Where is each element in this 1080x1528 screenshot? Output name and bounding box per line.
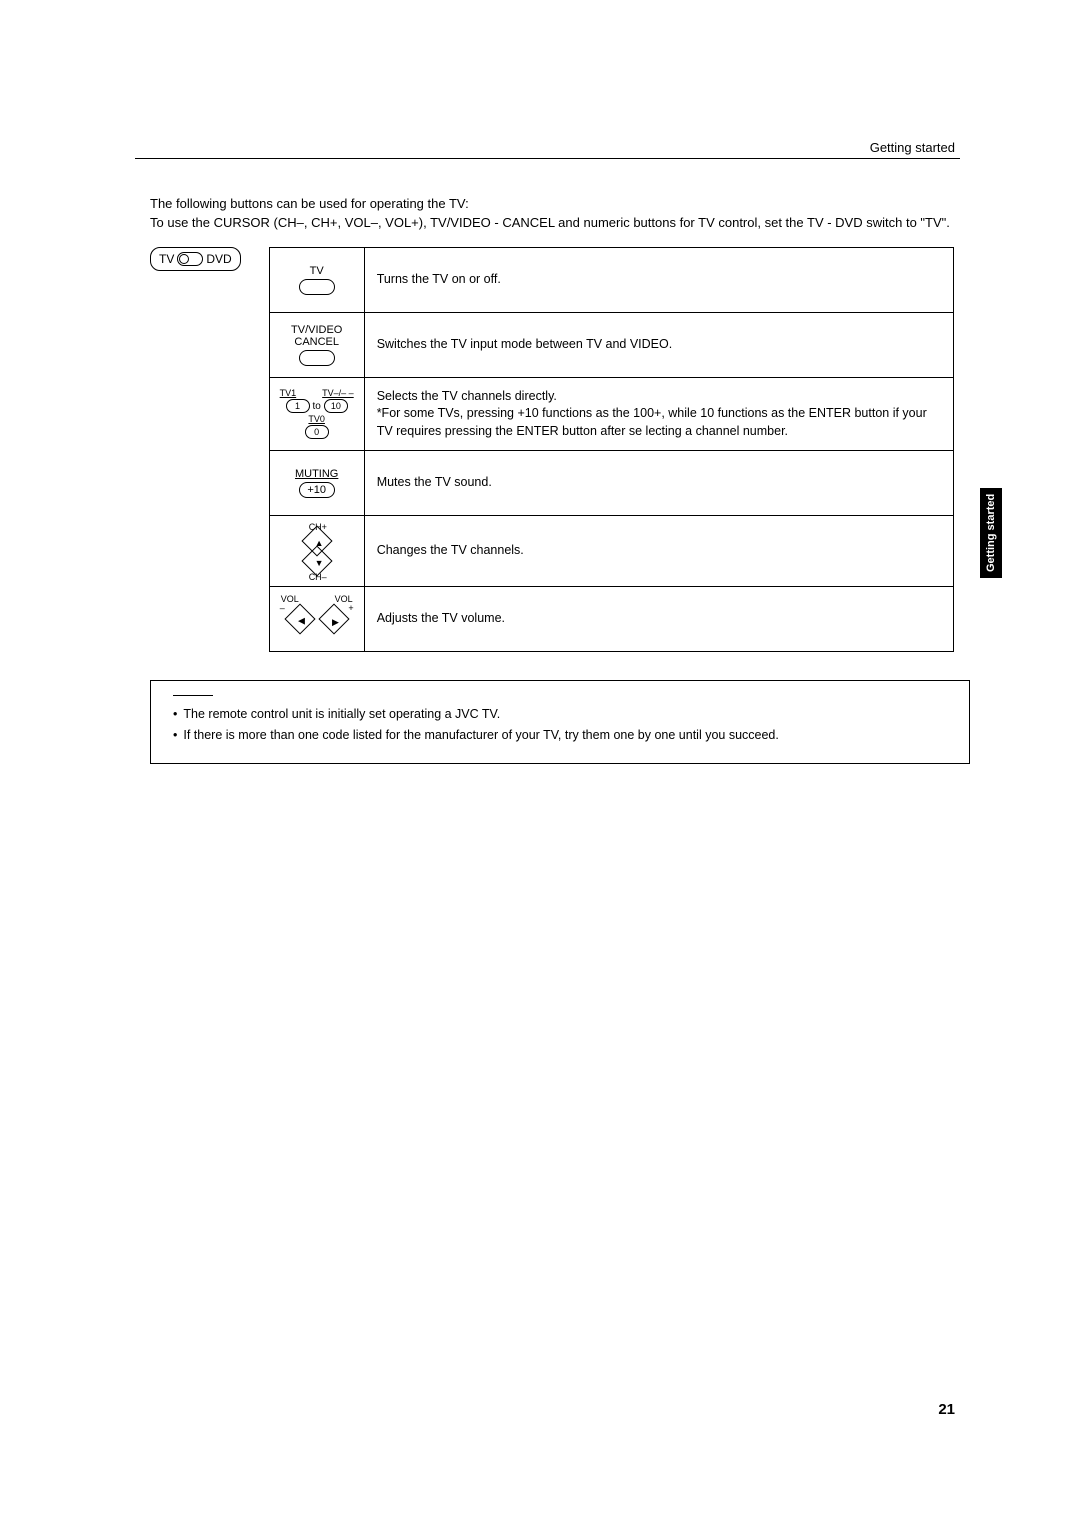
label-to: to <box>313 401 321 412</box>
switch-track <box>177 252 203 266</box>
desc-cell: Selects the TV channels directly. *For s… <box>365 378 953 451</box>
switch-label-tv: TV <box>159 252 174 266</box>
note-box: The remote control unit is initially set… <box>150 680 970 764</box>
table-row: TV1 TV–/– – 1 to 10 TV0 0 Selects the <box>270 377 953 451</box>
vol-down-icon: ◀ <box>284 604 315 635</box>
desc-cell: Mutes the TV sound. <box>365 451 953 515</box>
icon-label: TV/VIDEO CANCEL <box>291 324 342 348</box>
note-line-1: The remote control unit is initially set… <box>173 704 947 725</box>
note-title-rule <box>173 695 213 696</box>
intro-text: The following buttons can be used for op… <box>150 195 960 233</box>
label-tv1: TV1 <box>280 388 297 398</box>
label-chm: CH– <box>309 572 327 582</box>
switch-label-dvd: DVD <box>206 252 231 266</box>
label-minus: – <box>280 603 285 613</box>
page: Getting started The following buttons ca… <box>0 0 1080 1528</box>
page-number: 21 <box>938 1401 955 1418</box>
icon-cell-vol: VOL – VOL + ◀ ▶ <box>270 587 365 651</box>
header-rule <box>135 158 960 159</box>
icon-label: TV <box>310 265 324 277</box>
label-tv0: TV0 <box>308 414 325 424</box>
desc-cell: Switches the TV input mode between TV an… <box>365 313 953 377</box>
content-row: TV DVD TV Turns the TV on or off. TV/VID… <box>150 247 960 653</box>
icon-cell-tv: TV <box>270 248 365 312</box>
desc-cell: Turns the TV on or off. <box>365 248 953 312</box>
num-0-icon: 0 <box>305 425 329 439</box>
icon-cell-ch: CH+ ▲ ▼ CH– <box>270 516 365 586</box>
num-1-icon: 1 <box>286 399 310 413</box>
icon-label: MUTING <box>295 468 338 480</box>
note-line-2: If there is more than one code listed fo… <box>173 725 947 746</box>
icon-cell-muting: MUTING +10 <box>270 451 365 515</box>
desc-cell: Changes the TV channels. <box>365 516 953 586</box>
tvvideo-button-icon <box>299 350 335 366</box>
icon-cell-numeric: TV1 TV–/– – 1 to 10 TV0 0 <box>270 378 365 451</box>
table-row: TV Turns the TV on or off. <box>270 248 953 312</box>
icon-cell-tvvideo: TV/VIDEO CANCEL <box>270 313 365 377</box>
label-tvdash: TV–/– – <box>322 388 354 398</box>
muting-button-icon: +10 <box>299 482 335 498</box>
table-row: CH+ ▲ ▼ CH– Changes the TV channels. <box>270 515 953 586</box>
side-tab: Getting started <box>980 488 1002 578</box>
label-plus: + <box>348 603 353 613</box>
tv-dvd-switch: TV DVD <box>150 247 241 271</box>
intro-line-1: The following buttons can be used for op… <box>150 195 960 214</box>
switch-thumb <box>179 254 189 264</box>
tv-button-icon <box>299 279 335 295</box>
table-row: VOL – VOL + ◀ ▶ Adjusts the TV volume. <box>270 586 953 651</box>
vol-up-icon: ▶ <box>318 604 349 635</box>
intro-line-2: To use the CURSOR (CH–, CH+, VOL–, VOL+)… <box>150 214 960 233</box>
desc-cell: Adjusts the TV volume. <box>365 587 953 651</box>
button-table: TV Turns the TV on or off. TV/VIDEO CANC… <box>269 247 954 653</box>
num-10-icon: 10 <box>324 399 348 413</box>
table-row: TV/VIDEO CANCEL Switches the TV input mo… <box>270 312 953 377</box>
header-section: Getting started <box>870 140 955 155</box>
table-row: MUTING +10 Mutes the TV sound. <box>270 450 953 515</box>
